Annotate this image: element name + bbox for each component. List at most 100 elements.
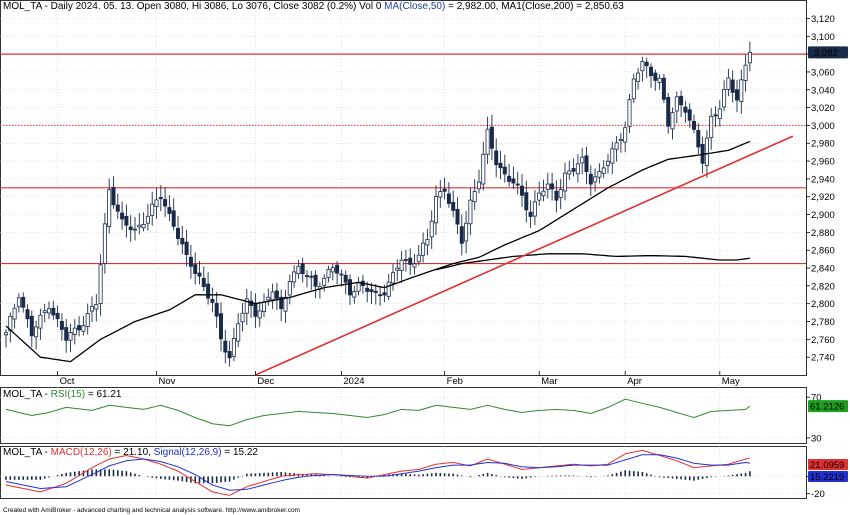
- candle-body: [666, 97, 671, 127]
- candle-body: [180, 237, 185, 245]
- candle-body: [111, 187, 116, 206]
- candle: [416, 244, 421, 266]
- candle: [610, 141, 615, 175]
- rsi-badge-label: 61.2126: [810, 402, 844, 413]
- candle-body: [606, 160, 611, 166]
- price-ytick-label: 3,120: [811, 14, 835, 25]
- candle-body: [661, 77, 666, 100]
- candle: [476, 169, 481, 194]
- candle: [464, 211, 469, 254]
- candle: [378, 287, 383, 306]
- candle-body: [236, 323, 241, 342]
- macd-legend: MACD(12,26): [51, 447, 112, 458]
- candle: [593, 168, 598, 192]
- candle-body: [257, 310, 262, 319]
- price-ytick-label: 2,780: [811, 317, 835, 328]
- candle: [150, 191, 155, 226]
- candle-body: [274, 290, 279, 299]
- candle: [326, 265, 331, 283]
- candle: [481, 141, 486, 191]
- candle-body: [72, 327, 77, 335]
- candle: [606, 153, 611, 174]
- rsi-line: [5, 398, 751, 427]
- candle: [304, 269, 309, 288]
- candle: [563, 162, 568, 201]
- candle-body: [502, 166, 507, 175]
- signal-badge-label: 15.2219: [810, 472, 844, 483]
- price-ytick-label: 3,000: [811, 121, 835, 132]
- candle-body: [227, 351, 232, 359]
- candle-body: [403, 259, 408, 261]
- signal-line: [5, 454, 750, 491]
- candle: [670, 107, 675, 140]
- price-ytick-label: 2,760: [811, 335, 835, 346]
- panel-frame: [0, 387, 807, 444]
- candle: [339, 269, 344, 287]
- candle: [498, 150, 503, 180]
- candle: [81, 316, 86, 336]
- signal-legend: Signal(12,26,9): [154, 447, 222, 458]
- candle: [524, 180, 529, 223]
- candle: [386, 273, 391, 301]
- candle-body: [214, 303, 219, 317]
- price-ytick-label: 2,920: [811, 192, 835, 203]
- x-tick-label: 2024: [343, 376, 364, 387]
- candle-body: [300, 263, 305, 275]
- candle: [717, 100, 722, 127]
- candle-body: [692, 120, 697, 130]
- candle-body: [4, 332, 9, 336]
- candle-body: [438, 191, 443, 198]
- rsi-ytick-label: 70: [811, 393, 822, 404]
- candle: [507, 163, 512, 187]
- candle-body: [747, 51, 752, 64]
- candle: [34, 320, 39, 350]
- candle-body: [188, 256, 193, 267]
- candle: [550, 172, 555, 201]
- price-ytick-label: 3,040: [811, 85, 835, 96]
- candle-body: [416, 254, 421, 263]
- candle-body: [481, 153, 486, 185]
- macd-ytick-label: -20: [811, 489, 825, 500]
- candle: [201, 266, 206, 292]
- candle: [77, 316, 82, 337]
- candle-body: [472, 191, 477, 203]
- candle: [743, 54, 748, 92]
- candle: [567, 160, 572, 180]
- candle-body: [115, 204, 120, 212]
- candle: [735, 79, 740, 113]
- candle: [588, 165, 593, 196]
- candle-body: [618, 139, 623, 142]
- candle: [631, 73, 636, 103]
- candle-body: [339, 273, 344, 276]
- candle-body: [356, 282, 361, 292]
- candle: [335, 261, 340, 285]
- candle-body: [507, 175, 512, 182]
- candle-body: [313, 274, 318, 287]
- candle-body: [627, 99, 632, 127]
- candle: [98, 254, 103, 316]
- candle: [107, 178, 112, 234]
- candle-body: [498, 162, 503, 169]
- macd-y-axis: 0-20: [0, 472, 825, 500]
- candle-body: [614, 142, 619, 150]
- candle-body: [42, 310, 47, 314]
- candle-body: [90, 306, 95, 312]
- candle: [111, 176, 116, 209]
- candle-body: [132, 228, 137, 231]
- macd-badge: 21.0959: [808, 459, 848, 471]
- x-tick-label: Mar: [541, 376, 557, 387]
- candle-body: [279, 296, 284, 310]
- candle: [545, 172, 550, 199]
- candle: [433, 185, 438, 236]
- candle-body: [735, 89, 740, 101]
- candle: [438, 180, 443, 208]
- candle: [403, 250, 408, 272]
- candle-body: [266, 296, 271, 301]
- candle-body: [511, 178, 516, 184]
- candle-body: [193, 264, 198, 274]
- candle: [42, 303, 47, 323]
- candle-body: [47, 308, 52, 314]
- candle-body: [726, 77, 731, 90]
- candle: [537, 181, 542, 206]
- candle-body: [425, 239, 430, 246]
